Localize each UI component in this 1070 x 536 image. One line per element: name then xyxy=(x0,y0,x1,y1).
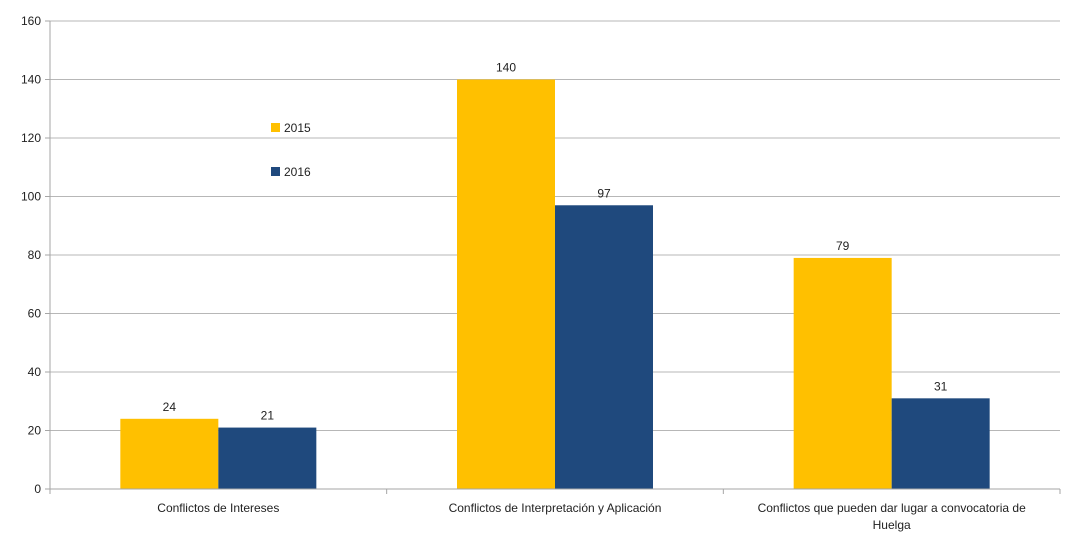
axes xyxy=(45,20,1061,494)
category-label: Conflictos de Intereses xyxy=(157,501,279,515)
data-label: 79 xyxy=(836,239,850,253)
data-label: 140 xyxy=(496,61,516,75)
y-tick-label: 60 xyxy=(28,307,42,321)
bar-2015-2 xyxy=(793,257,892,489)
y-tick-label: 40 xyxy=(28,365,42,379)
category-label: Conflictos que pueden dar lugar a convoc… xyxy=(758,501,1027,532)
data-label: 21 xyxy=(261,409,275,423)
y-tick-label: 20 xyxy=(28,424,42,438)
legend-label: 2015 xyxy=(284,121,311,135)
y-tick-label: 100 xyxy=(21,190,41,204)
bars-group xyxy=(120,79,990,489)
category-label: Conflictos de Interpretación y Aplicació… xyxy=(449,501,662,515)
bar-2016-1 xyxy=(555,205,653,489)
bar-2015-1 xyxy=(457,79,555,489)
y-tick-label: 80 xyxy=(28,248,42,262)
data-label: 97 xyxy=(597,186,611,200)
bar-2016-0 xyxy=(218,427,317,489)
data-label: 31 xyxy=(934,379,948,393)
y-tick-label: 160 xyxy=(21,14,41,28)
legend-label: 2016 xyxy=(284,165,311,179)
category-label-line: Conflictos de Interpretación y Aplicació… xyxy=(449,501,662,515)
bar-2016-2 xyxy=(891,398,990,489)
y-tick-label: 140 xyxy=(21,73,41,87)
category-label-line: Huelga xyxy=(873,518,911,532)
legend: 2015 2016 xyxy=(271,121,311,179)
legend-swatch-2016 xyxy=(271,167,280,176)
legend-swatch-2015 xyxy=(271,123,280,132)
category-label-line: Conflictos que pueden dar lugar a convoc… xyxy=(758,501,1027,515)
y-tick-label: 0 xyxy=(34,482,41,496)
labels-group: 0 20 40 60 80 100 120 140 160 24 21 Conflictos de I… xyxy=(21,14,1026,532)
bar-2015-0 xyxy=(120,418,219,489)
data-label: 24 xyxy=(163,400,177,414)
category-label-line: Conflictos de Intereses xyxy=(157,501,279,515)
y-tick-label: 120 xyxy=(21,131,41,145)
